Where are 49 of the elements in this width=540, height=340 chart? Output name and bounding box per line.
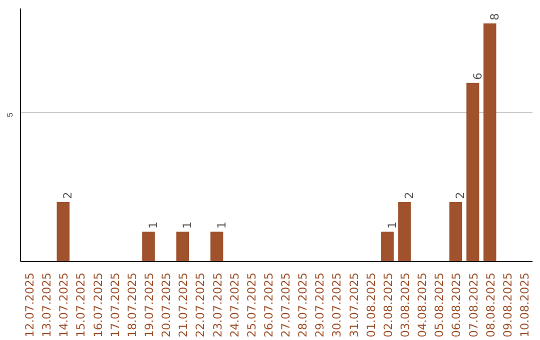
x-tick-label: 29.07.2025 xyxy=(312,272,327,338)
data-label: 8 xyxy=(487,13,502,20)
bar xyxy=(210,232,224,262)
x-tick-label: 06.08.2025 xyxy=(449,272,464,338)
bar xyxy=(142,232,155,262)
data-label: 1 xyxy=(384,222,399,229)
x-tick-label: 28.07.2025 xyxy=(296,272,310,338)
data-label: 1 xyxy=(146,222,160,229)
x-tick-label: 05.08.2025 xyxy=(432,272,446,338)
x-tick-label: 12.07.2025 xyxy=(22,272,37,338)
bar xyxy=(483,23,496,262)
x-tick-label: 24.07.2025 xyxy=(227,272,242,338)
x-tick-label: 09.08.2025 xyxy=(500,272,514,338)
bar xyxy=(381,232,394,262)
x-tick-label: 16.07.2025 xyxy=(90,272,105,338)
x-tick-label: 31.07.2025 xyxy=(346,272,361,338)
data-label: 6 xyxy=(470,72,484,80)
x-tick-label: 03.08.2025 xyxy=(398,272,412,338)
x-tick-label: 01.08.2025 xyxy=(364,272,378,338)
x-tick-label: 02.08.2025 xyxy=(380,272,395,338)
x-tick-label: 15.07.2025 xyxy=(74,272,88,338)
data-label: 2 xyxy=(402,192,416,199)
x-tick-label: 22.07.2025 xyxy=(193,272,208,338)
x-tick-label: 04.08.2025 xyxy=(415,272,430,338)
x-tick-label: 20.07.2025 xyxy=(159,272,174,338)
y-tick-label: 5 xyxy=(6,112,14,118)
x-tick-label: 08.08.2025 xyxy=(483,272,498,338)
x-tick-label: 17.07.2025 xyxy=(108,272,122,338)
x-tick-label: 18.07.2025 xyxy=(124,272,139,338)
bar xyxy=(176,232,190,262)
x-tick-label: 13.07.2025 xyxy=(40,272,54,338)
x-tick-label: 21.07.2025 xyxy=(176,272,190,338)
x-tick-label: 26.07.2025 xyxy=(261,272,276,338)
x-tick-label: 27.07.2025 xyxy=(278,272,293,338)
x-tick-label: 19.07.2025 xyxy=(142,272,156,338)
data-label: 1 xyxy=(214,222,228,229)
bar xyxy=(466,82,480,262)
data-label: 1 xyxy=(180,222,194,229)
x-tick-label: 14.07.2025 xyxy=(56,272,71,338)
data-label: 2 xyxy=(453,192,468,199)
x-tick-label: 10.08.2025 xyxy=(517,272,532,338)
x-tick-label: 30.07.2025 xyxy=(330,272,344,338)
x-tick-label: 07.08.2025 xyxy=(466,272,480,338)
x-tick-label: 23.07.2025 xyxy=(210,272,224,338)
bar xyxy=(449,202,462,262)
bar xyxy=(398,202,411,262)
bar xyxy=(56,202,70,262)
data-label: 2 xyxy=(60,192,75,199)
x-tick-label: 25.07.2025 xyxy=(244,272,258,338)
